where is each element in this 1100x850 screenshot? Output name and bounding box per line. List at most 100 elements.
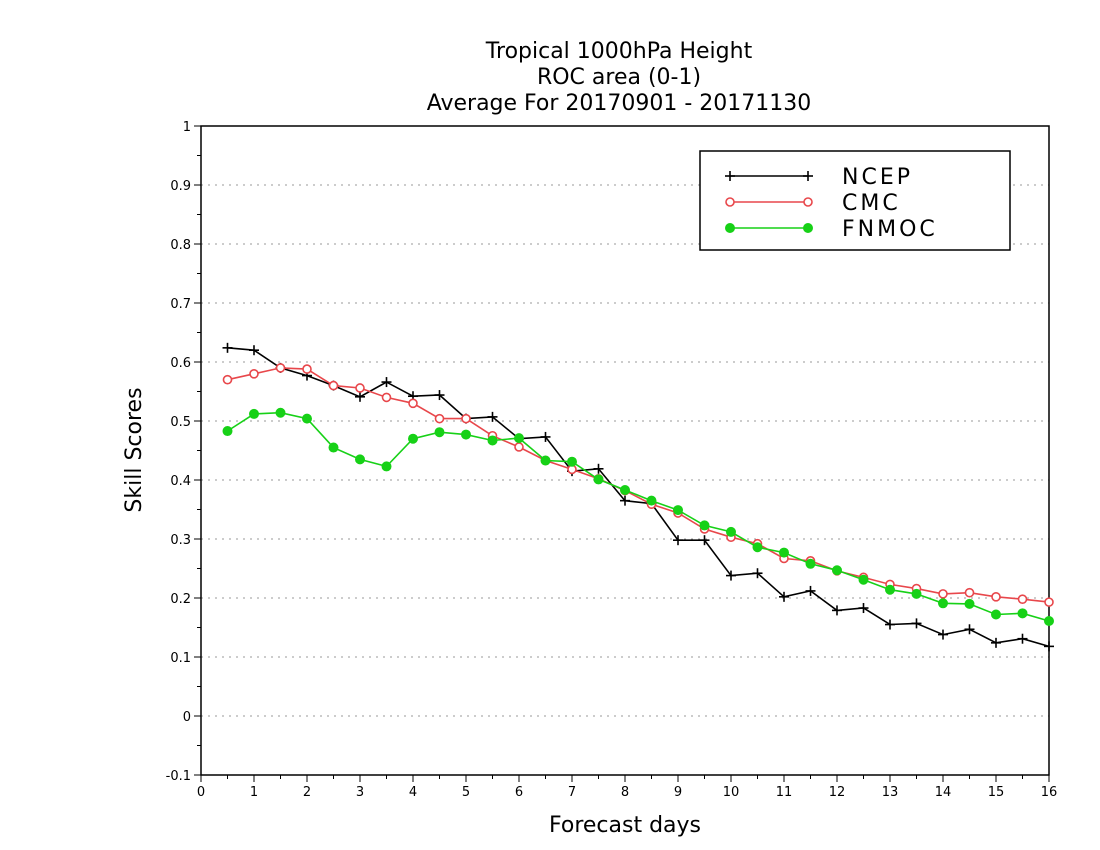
- y-tick-label: 0.2: [170, 592, 191, 607]
- data-point-fnmoc: [514, 433, 524, 444]
- x-tick-label: 6: [515, 785, 523, 800]
- series-line-cmc: [227, 367, 1050, 603]
- x-tick-label: 11: [776, 785, 793, 800]
- x-axis-label: Forecast days: [549, 813, 701, 838]
- legend-entry-ncep: NCEP: [725, 165, 913, 190]
- data-point-cmc: [302, 364, 312, 374]
- data-point-fnmoc: [487, 435, 498, 446]
- data-point-fnmoc: [381, 461, 392, 472]
- data-point-fnmoc: [540, 455, 551, 466]
- y-tick-label: 0.7: [170, 297, 191, 312]
- y-tick-label: 0: [183, 710, 191, 725]
- data-point-cmc: [514, 442, 524, 452]
- data-point-fnmoc: [434, 427, 445, 438]
- data-point-fnmoc: [593, 474, 604, 485]
- data-point-fnmoc: [991, 609, 1001, 620]
- legend-entry-fnmoc: FNMOC: [725, 217, 938, 242]
- data-point-ncep: [938, 629, 948, 640]
- data-point-ncep: [620, 495, 630, 506]
- legend-marker: [725, 223, 735, 233]
- data-point-cmc: [249, 368, 259, 379]
- title-line-3: Average For 20170901 - 20171130: [427, 91, 812, 116]
- data-point-fnmoc: [673, 505, 683, 516]
- data-point-ncep: [832, 605, 842, 616]
- data-point-ncep: [593, 463, 604, 474]
- data-point-fnmoc: [911, 588, 922, 599]
- data-point-ncep: [964, 624, 975, 635]
- data-point-cmc: [381, 392, 392, 403]
- data-point-ncep: [858, 603, 869, 614]
- y-tick-label: 0.6: [170, 356, 191, 371]
- legend-label-ncep: NCEP: [842, 165, 913, 190]
- legend-label-fnmoc: FNMOC: [842, 217, 938, 242]
- y-axis-ticks: -0.1 0 0.1 0.2 0.3 0.4 0.5 0.6 0.7 0.8 0.9 1: [166, 120, 201, 784]
- legend-marker: [725, 197, 735, 207]
- legend-entry-cmc: CMC: [725, 191, 898, 216]
- data-point-cmc: [964, 587, 975, 598]
- y-tick-label: 0.9: [170, 179, 191, 194]
- title-line-2: ROC area (0-1): [537, 65, 701, 90]
- data-point-ncep: [673, 535, 683, 546]
- data-point-fnmoc: [779, 547, 789, 558]
- y-tick-label: 1: [183, 120, 191, 135]
- series-layer: [222, 342, 1054, 652]
- x-tick-label: 7: [568, 785, 576, 800]
- data-point-ncep: [487, 411, 498, 422]
- data-point-fnmoc: [646, 495, 657, 506]
- y-tick-label: 0.1: [170, 651, 191, 666]
- data-point-ncep: [540, 431, 551, 442]
- data-point-cmc: [1017, 594, 1028, 604]
- data-point-cmc: [991, 592, 1001, 602]
- chart-title: Tropical 1000hPa Height ROC area (0-1) A…: [427, 39, 812, 116]
- data-point-fnmoc: [1017, 608, 1028, 619]
- x-tick-label: 15: [988, 785, 1005, 800]
- data-point-fnmoc: [302, 413, 312, 424]
- data-point-fnmoc: [461, 429, 471, 440]
- data-point-fnmoc: [938, 598, 948, 609]
- data-point-fnmoc: [1044, 616, 1054, 627]
- data-point-ncep: [752, 568, 763, 579]
- data-point-cmc: [1044, 597, 1054, 607]
- legend-box: [699, 150, 1011, 251]
- data-point-cmc: [461, 413, 471, 424]
- x-tick-label: 13: [882, 785, 899, 800]
- data-point-fnmoc: [567, 456, 577, 467]
- series-fnmoc: [222, 407, 1054, 627]
- x-tick-label: 2: [303, 785, 311, 800]
- title-line-1: Tropical 1000hPa Height: [485, 39, 753, 64]
- grid-lines: [201, 184, 1049, 717]
- data-point-ncep: [249, 345, 259, 356]
- x-tick-label: 5: [462, 785, 470, 800]
- y-axis-label: Skill Scores: [122, 387, 147, 512]
- x-axis-ticks: 0 1 2 3 4 5 6 7 8 9 10 11 12 13 14 15 16: [197, 775, 1057, 800]
- legend-marker: [803, 223, 813, 233]
- legend-marker: [803, 197, 813, 207]
- data-point-ncep: [699, 535, 710, 546]
- data-point-ncep: [991, 637, 1001, 648]
- data-point-cmc: [222, 374, 233, 385]
- y-tick-label: 0.8: [170, 238, 191, 253]
- x-tick-label: 16: [1041, 785, 1058, 800]
- data-point-fnmoc: [355, 454, 365, 465]
- data-point-fnmoc: [328, 442, 339, 453]
- y-tick-label: 0.5: [170, 415, 191, 430]
- data-point-ncep: [726, 570, 736, 581]
- y-tick-label: 0.4: [170, 474, 191, 489]
- data-point-fnmoc: [249, 408, 259, 419]
- data-point-ncep: [381, 377, 392, 388]
- data-point-fnmoc: [752, 542, 763, 553]
- x-tick-label: 12: [829, 785, 846, 800]
- data-point-ncep: [911, 618, 922, 629]
- data-point-fnmoc: [275, 407, 286, 418]
- data-point-fnmoc: [805, 558, 816, 569]
- data-point-cmc: [938, 589, 948, 599]
- data-point-cmc: [275, 363, 286, 373]
- data-point-fnmoc: [964, 598, 975, 609]
- data-point-ncep: [1017, 633, 1028, 644]
- data-point-fnmoc: [620, 485, 630, 496]
- data-point-fnmoc: [832, 565, 842, 576]
- data-point-fnmoc: [699, 520, 710, 531]
- data-point-fnmoc: [222, 426, 233, 437]
- x-tick-label: 3: [356, 785, 364, 800]
